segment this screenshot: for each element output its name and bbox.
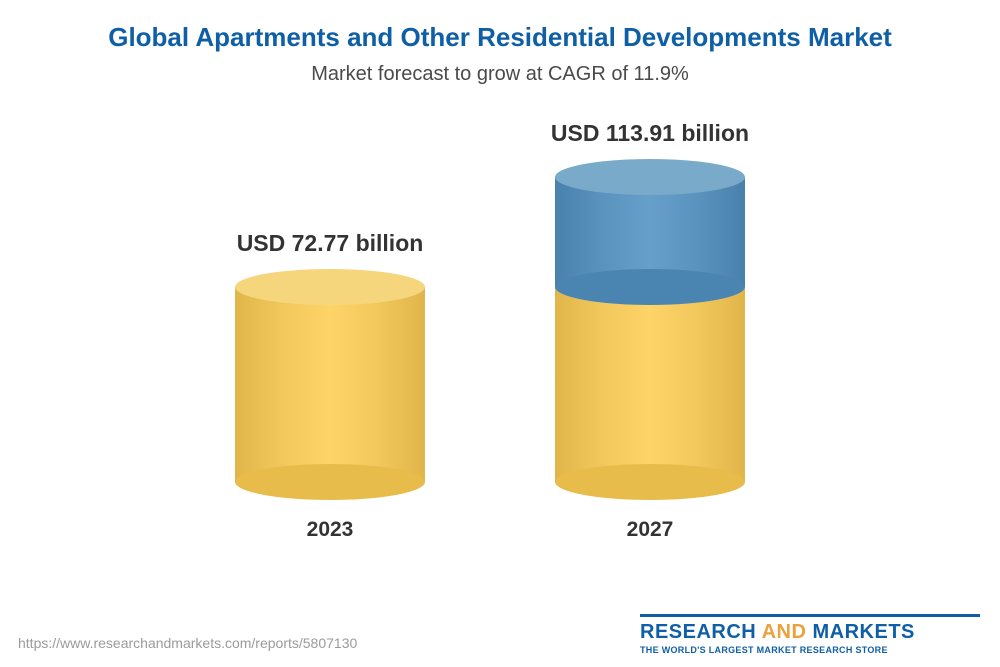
cylinder-joint-ellipse: [555, 269, 745, 305]
cylinder-bar-2023: USD 72.77 billion2023: [235, 269, 425, 500]
logo-text: RESEARCH AND MARKETS: [640, 621, 980, 644]
cylinder-top-ellipse: [555, 159, 745, 195]
cylinder-base-ellipse: [235, 464, 425, 500]
cylinder-bar-2027: USD 113.91 billion2027: [555, 159, 745, 500]
chart-area: USD 72.77 billion2023USD 113.91 billion2…: [0, 110, 1000, 540]
brand-logo: RESEARCH AND MARKETS THE WORLD'S LARGEST…: [640, 614, 980, 655]
cylinder-year-label: 2023: [235, 518, 425, 542]
cylinder-year-label: 2027: [555, 518, 745, 542]
cylinder-value-label: USD 72.77 billion: [205, 230, 455, 257]
logo-word-2: AND: [762, 621, 807, 643]
logo-tagline: THE WORLD'S LARGEST MARKET RESEARCH STOR…: [640, 645, 980, 655]
chart-title: Global Apartments and Other Residential …: [0, 0, 1000, 53]
chart-subtitle: Market forecast to grow at CAGR of 11.9%: [0, 63, 1000, 86]
source-url: https://www.researchandmarkets.com/repor…: [18, 635, 357, 651]
logo-word-1: RESEARCH: [640, 621, 756, 643]
cylinder-top-ellipse: [235, 269, 425, 305]
logo-word-3: MARKETS: [812, 621, 914, 643]
footer: https://www.researchandmarkets.com/repor…: [0, 615, 1000, 655]
cylinder-segment-side: [235, 287, 425, 482]
cylinder-segment-side: [555, 287, 745, 482]
cylinder-value-label: USD 113.91 billion: [525, 120, 775, 147]
cylinder-base-ellipse: [555, 464, 745, 500]
